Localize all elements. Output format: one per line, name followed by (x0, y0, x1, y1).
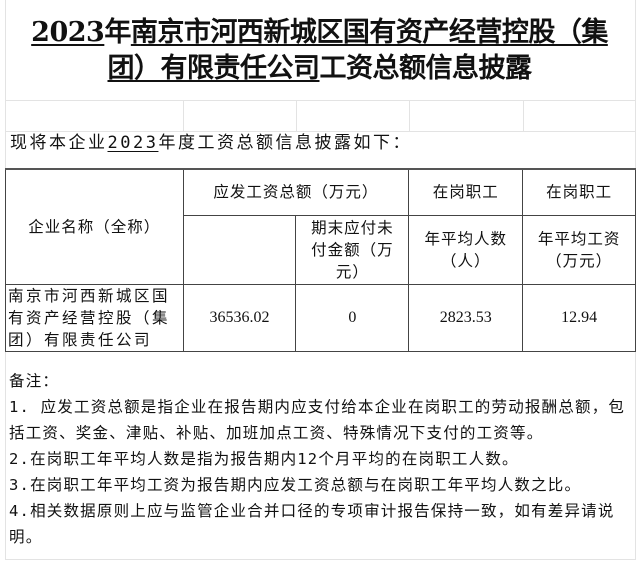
header-employees-group1: 在岗职工 (408, 168, 524, 216)
header-unpaid-amount: 期末应付未付金额（万元） (295, 214, 410, 285)
cell-company-name: 南京市河西新城区国有资产经营控股（集团）有限责任公司 (5, 283, 184, 352)
notes-label: 备注： (9, 372, 60, 390)
intro-text: 现将本企业2023年度工资总额信息披露如下： (10, 128, 412, 153)
intro-suffix: 年度工资总额信息披露如下： (158, 133, 412, 153)
header-avg-headcount: 年平均人数（人） (408, 214, 524, 285)
gridline (409, 100, 410, 131)
title-subject: 工资总额信息披露 (319, 53, 533, 84)
header-company-name: 企业名称（全称） (5, 168, 184, 285)
gridline (523, 100, 524, 131)
intro-year: 2023 (107, 133, 159, 153)
gridline (5, 100, 636, 101)
page-title-line1: 2023年南京市河西新城区国有资产经营控股（集 (0, 10, 639, 49)
note-item: 3.在岗职工年平均工资为报告期内应发工资总额与在岗职工年平均人数之比。 (9, 476, 582, 494)
cell-avg-headcount: 2823.53 (408, 283, 524, 352)
header-employees-group2: 在岗职工 (522, 168, 636, 216)
notes-section: 备注： 1. 应发工资总额是指企业在报告期内应支付给本企业在岗职工的劳动报酬总额… (9, 368, 631, 550)
header-avg-wage: 年平均工资（万元） (522, 214, 636, 285)
table-row: 南京市河西新城区国有资产经营控股（集团）有限责任公司 36536.02 0 28… (5, 283, 636, 352)
note-item: 4.相关数据原则上应与监管企业合并口径的专项审计报告保持一致，如有差异请说明。 (9, 502, 615, 546)
cell-total-wages: 36536.02 (182, 283, 297, 352)
note-item: 1. 应发工资总额是指企业在报告期内应支付给本企业在岗职工的劳动报酬总额，包括工… (9, 398, 626, 442)
page-title-line2: 团）有限责任公司工资总额信息披露 (0, 46, 639, 85)
gridline (296, 100, 297, 131)
title-company-part1: 南京市河西新城区国有资产经营控股（集 (130, 17, 609, 48)
sheet-border-right (635, 0, 636, 560)
header-total-wages: 应发工资总额（万元） (182, 168, 410, 216)
cell-avg-wage: 12.94 (522, 283, 636, 352)
cell-unpaid-amount: 0 (295, 283, 410, 352)
title-year: 2023 (31, 17, 105, 48)
wage-disclosure-table: 企业名称（全称） 应发工资总额（万元） 在岗职工 在岗职工 期末应付未付金额（万… (5, 168, 636, 352)
title-company-part2: 团）有限责任公司 (107, 53, 321, 84)
note-item: 2.在岗职工年平均人数是指为报告期内12个月平均的在岗职工人数。 (9, 450, 519, 468)
gridline (5, 131, 636, 132)
gridline (183, 100, 184, 131)
header-row: 企业名称（全称） 应发工资总额（万元） 在岗职工 在岗职工 (5, 168, 636, 285)
header-empty (182, 214, 297, 285)
subheader-row: 期末应付未付金额（万元） 年平均人数（人） 年平均工资（万元） (6, 214, 636, 285)
sheet-border-bottom (5, 559, 636, 560)
intro-prefix: 现将本企业 (10, 133, 108, 153)
title-year-suffix: 年 (104, 17, 131, 48)
